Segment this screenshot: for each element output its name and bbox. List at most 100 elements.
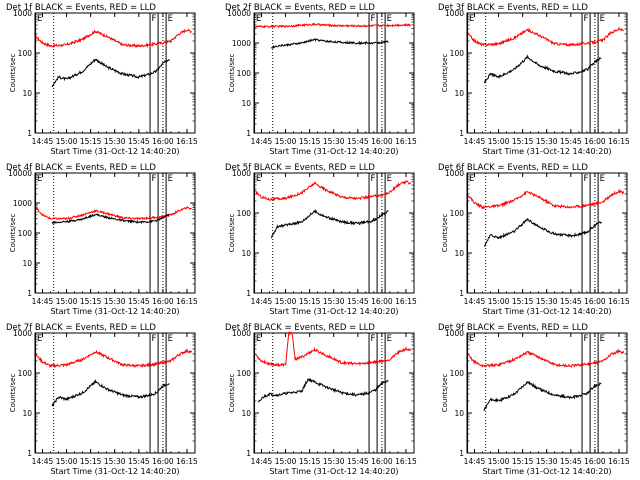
panel-title: Det 9f BLACK = Events, RED = LLD — [438, 323, 588, 333]
y-tick-label: 100 — [450, 49, 465, 58]
detector-panel: Det 2f BLACK = Events, RED = LLD 1 10 100 10… — [225, 3, 417, 156]
series-lld-line — [467, 188, 625, 210]
y-tick-label: 1000 — [232, 329, 251, 338]
x-tick-label: 16:15 — [395, 137, 417, 146]
x-tick-label: 15:15 — [80, 457, 102, 466]
x-axis-label: Start Time (31-Oct-12 14:40:20) — [269, 467, 398, 476]
time-marker-label: F — [371, 14, 376, 24]
y-tick-label: 1000 — [13, 329, 32, 338]
x-tick-label: 15:15 — [512, 137, 534, 146]
x-tick-label: 14:45 — [464, 137, 486, 146]
x-tick-label: 15:45 — [560, 457, 582, 466]
x-tick-label: 16:00 — [152, 137, 174, 146]
y-tick-label: 1000 — [13, 9, 32, 18]
x-tick-label: 15:00 — [56, 297, 78, 306]
y-tick-label: 100 — [18, 49, 33, 58]
panel-title: Det 5f BLACK = Events, RED = LLD — [225, 163, 375, 173]
time-marker-label: E — [168, 334, 173, 344]
panel-title: Det 8f BLACK = Events, RED = LLD — [225, 323, 375, 333]
series-events-line — [51, 213, 170, 225]
y-tick-label: 100 — [18, 229, 33, 238]
x-tick-label: 15:15 — [80, 137, 102, 146]
time-marker-label: E — [600, 174, 605, 184]
y-tick-label: 1 — [246, 129, 251, 138]
y-tick-label: 1 — [459, 449, 464, 458]
series-lld-line — [254, 331, 412, 368]
y-tick-label: 100 — [237, 369, 252, 378]
x-tick-label: 15:00 — [488, 297, 510, 306]
series-events-line — [270, 208, 389, 239]
y-tick-label: 1000 — [232, 169, 251, 178]
time-marker-label: E — [387, 334, 392, 344]
detector-panel: Det 9f BLACK = Events, RED = LLD 1 10 100 10… — [438, 323, 630, 476]
detector-panel: Det 8f BLACK = Events, RED = LLD 1 10 100 10… — [225, 323, 417, 476]
time-marker-label: E — [256, 174, 261, 184]
y-axis-label: Counts/sec — [441, 374, 449, 413]
y-tick-label: 10 — [241, 249, 251, 258]
x-tick-label: 15:45 — [128, 457, 150, 466]
time-marker-label: F — [152, 174, 157, 184]
y-tick-label: 10 — [22, 259, 32, 268]
x-tick-label: 16:00 — [371, 137, 393, 146]
time-marker-label: F — [371, 334, 376, 344]
x-tick-label: 16:00 — [152, 457, 174, 466]
x-tick-label: 15:30 — [536, 297, 558, 306]
time-marker-label: F — [584, 14, 589, 24]
time-marker-label: F — [152, 334, 157, 344]
x-tick-label: 14:45 — [251, 457, 273, 466]
y-axis-label: Counts/sec — [441, 54, 449, 93]
x-axis-label: Start Time (31-Oct-12 14:40:20) — [269, 147, 398, 156]
x-tick-label: 16:15 — [176, 137, 198, 146]
x-axis-label: Start Time (31-Oct-12 14:40:20) — [50, 307, 179, 316]
x-tick-label: 15:15 — [299, 457, 321, 466]
y-axis-label: Counts/sec — [228, 374, 236, 413]
time-marker-label: F — [371, 174, 376, 184]
x-tick-label: 16:15 — [608, 137, 630, 146]
x-tick-label: 15:30 — [536, 457, 558, 466]
detector-panel: Det 7f BLACK = Events, RED = LLD 1 10 100 10… — [6, 323, 198, 476]
y-tick-label: 10 — [241, 409, 251, 418]
time-marker-label: E — [469, 174, 474, 184]
series-events-line — [51, 379, 170, 407]
time-marker-label: E — [469, 14, 474, 24]
x-tick-label: 16:15 — [608, 297, 630, 306]
x-tick-label: 14:45 — [251, 297, 273, 306]
y-tick-label: 100 — [450, 209, 465, 218]
x-tick-label: 16:15 — [176, 297, 198, 306]
x-tick-label: 14:45 — [251, 137, 273, 146]
x-tick-label: 15:15 — [512, 457, 534, 466]
y-axis-label: Counts/sec — [9, 374, 17, 413]
y-tick-label: 10 — [454, 89, 464, 98]
time-marker-label: F — [584, 174, 589, 184]
x-tick-label: 16:15 — [176, 457, 198, 466]
y-tick-label: 10 — [22, 409, 32, 418]
x-tick-label: 15:00 — [275, 137, 297, 146]
detector-panel: Det 4f BLACK = Events, RED = LLD 1 10 100 10… — [6, 163, 198, 316]
panel-title: Det 1f BLACK = Events, RED = LLD — [6, 3, 156, 13]
series-lld-line — [35, 347, 193, 369]
y-axis-label: Counts/sec — [228, 214, 236, 253]
y-tick-label: 1000 — [445, 329, 464, 338]
y-tick-label: 1 — [246, 289, 251, 298]
x-tick-label: 16:00 — [371, 297, 393, 306]
detector-panel: Det 3f BLACK = Events, RED = LLD 1 10 100 10… — [438, 3, 630, 156]
y-tick-label: 1000 — [13, 199, 32, 208]
x-tick-label: 15:45 — [347, 297, 369, 306]
y-tick-label: 1 — [27, 449, 32, 458]
x-tick-label: 15:00 — [56, 137, 78, 146]
x-tick-label: 15:00 — [275, 457, 297, 466]
time-marker-label: E — [600, 334, 605, 344]
y-tick-label: 10 — [454, 409, 464, 418]
series-events-line — [257, 377, 389, 403]
x-tick-label: 14:45 — [32, 457, 54, 466]
x-axis-label: Start Time (31-Oct-12 14:40:20) — [50, 467, 179, 476]
series-events-line — [484, 54, 602, 84]
time-marker-label: E — [168, 174, 173, 184]
y-tick-label: 100 — [237, 69, 252, 78]
x-tick-label: 15:30 — [104, 297, 126, 306]
series-lld-line — [255, 179, 412, 202]
y-tick-label: 100 — [18, 369, 33, 378]
series-lld-line — [467, 26, 625, 47]
